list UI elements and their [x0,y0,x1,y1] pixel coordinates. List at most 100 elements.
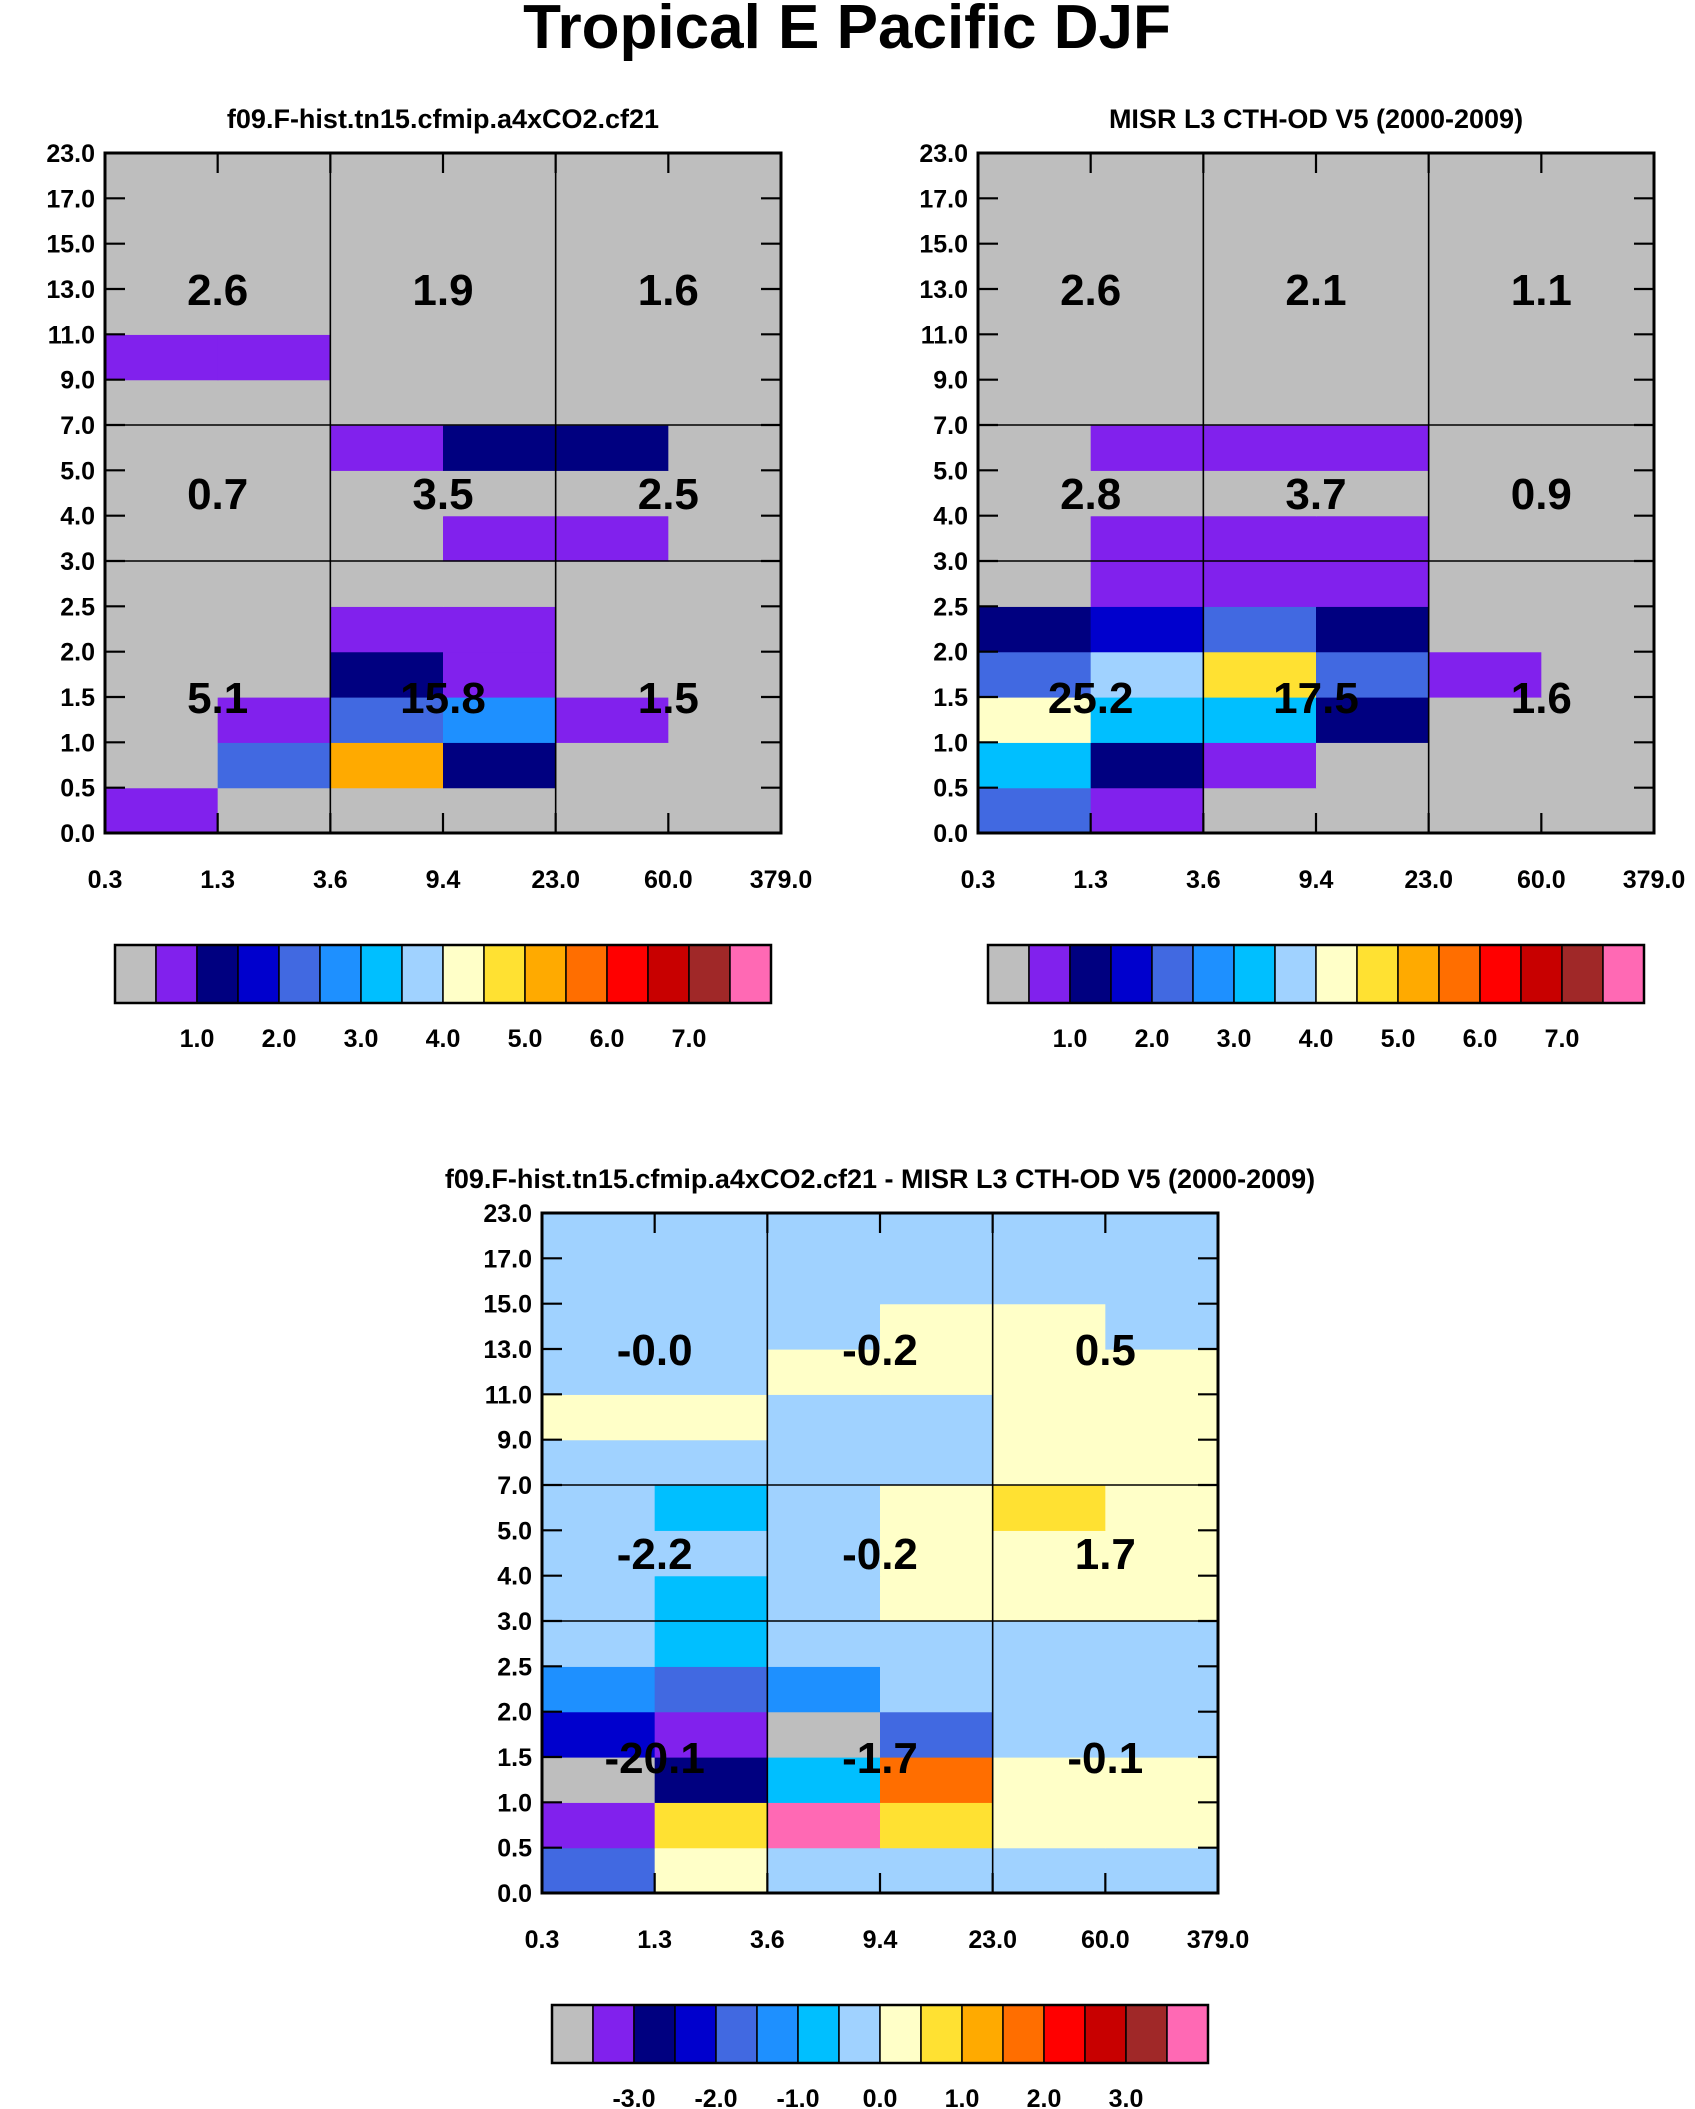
heatmap-cell [880,1757,994,1803]
heatmap-cell [668,651,782,698]
panel-obs: MISR L3 CTH-OD V5 (2000-2009) 0.0 0.5 1.0 1.… [919,104,1685,1053]
heatmap-cell [105,561,219,607]
heatmap-cell [443,697,557,743]
colorbar-swatch [1166,2004,1209,2064]
colorbar-swatch [797,2004,840,2064]
heatmap-cell [330,153,444,199]
colorbar-label: 7.0 [1545,1025,1580,1053]
heatmap-cell [443,379,557,426]
heatmap-cell [978,606,1092,653]
colorbar-swatch [756,2004,799,2064]
heatmap-cell [1541,651,1655,698]
colorbar-frame [113,943,773,1005]
heatmap-cell [217,787,331,834]
panel-title: f09.F-hist.tn15.cfmip.a4xCO2.cf21 [227,104,659,134]
colorbar-swatch [442,944,485,1004]
colorbar-swatch [1125,2004,1168,2064]
heatmap-cell [1316,651,1430,698]
heatmap-cell [1316,198,1430,245]
heatmap-cell [767,1621,881,1667]
heatmap-cell [1203,198,1317,245]
y-tick-label: 4.0 [933,503,968,531]
heatmap-cell [767,1349,881,1395]
heatmap-cell [105,289,219,335]
colorbar-swatch [1002,2004,1045,2064]
heatmap-cell [767,1258,881,1305]
box-value: -2.2 [617,1530,693,1579]
colorbar-swatch [606,944,649,1004]
colorbar-label: -3.0 [612,2085,655,2109]
heatmap-cell [443,470,557,517]
x-tick-label: 23.0 [1404,866,1453,894]
heatmap-cell [880,1213,994,1259]
heatmap-cell [767,1394,881,1441]
heatmap-cell [668,561,782,607]
heatmap-cell [1105,1213,1219,1259]
y-tick-label: 13.0 [483,1336,532,1364]
heatmap-cell [978,243,1092,290]
y-tick-label: 23.0 [46,140,95,168]
heatmap-cell [1090,515,1204,562]
heatmap-cell [1316,697,1430,743]
panel-model: f09.F-hist.tn15.cfmip.a4xCO2.cf21 0.0 0.5 1… [46,104,812,1053]
heatmap-cell [1541,470,1655,517]
heatmap-cell [330,334,444,381]
colorbar-label: 4.0 [1299,1025,1334,1053]
heatmap-cell [542,1802,656,1849]
heatmap-cell [880,1530,994,1577]
heatmap-cell [1090,289,1204,335]
heatmap-cell [668,697,782,743]
heatmap-cell [1316,243,1430,290]
heatmap-cell [555,515,669,562]
heatmap-cell [1541,742,1655,789]
x-tick-label: 0.3 [88,866,123,894]
heatmap-cell [668,198,782,245]
colorbar-swatch [319,944,362,1004]
heatmap-cell [767,1530,881,1577]
colorbar-label: 2.0 [262,1025,297,1053]
x-tick-label: 23.0 [968,1926,1017,1954]
heatmap-cell [1541,379,1655,426]
y-tick-label: 0.5 [933,775,968,803]
heatmap-cell [443,787,557,834]
y-tick-label: 5.0 [497,1517,532,1545]
heatmap-cell [542,1666,656,1713]
heatmap-cell [1105,1575,1219,1622]
heatmap-cell [1428,334,1542,381]
heatmap-cell [105,198,219,245]
colorbar-swatch [879,2004,922,2064]
box-value: 0.5 [1075,1326,1136,1375]
colorbar-swatch [1084,2004,1127,2064]
heatmap-cell [1203,153,1317,199]
x-tick-label: 0.3 [961,866,996,894]
heatmap-cell [978,198,1092,245]
box-value: 1.7 [1075,1530,1136,1579]
heatmap-cell [654,1802,768,1849]
heatmap-cell [880,1621,994,1667]
heatmap-cell [217,470,331,517]
heatmap-cell [1541,697,1655,743]
heatmap-cell [1316,515,1430,562]
box-value: -1.7 [842,1734,918,1783]
box-value: 3.7 [1285,470,1346,519]
heatmap-cell [542,1303,656,1350]
colorbar-swatch [1479,944,1522,1004]
colorbar-swatch [1192,944,1235,1004]
heatmap-cell [654,1530,768,1577]
heatmap-cell [330,515,444,562]
heatmap-cell [767,1711,881,1758]
colorbar-swatch [961,2004,1004,2064]
colorbar-swatch [524,944,567,1004]
x-tick-label: 1.3 [200,866,235,894]
heatmap-cell [443,561,557,607]
heatmap-cell [1203,334,1317,381]
heatmap-cell [330,425,444,471]
y-tick-label: 17.0 [919,185,968,213]
heatmap-cell [1316,425,1430,471]
y-tick-label: 2.5 [497,1653,532,1681]
y-tick-label: 11.0 [48,321,95,349]
x-tick-label: 379.0 [1187,1926,1250,1954]
panel-title: f09.F-hist.tn15.cfmip.a4xCO2.cf21 - MISR… [445,1164,1315,1194]
heatmap-cell [555,697,669,743]
heatmap-cell [1090,243,1204,290]
